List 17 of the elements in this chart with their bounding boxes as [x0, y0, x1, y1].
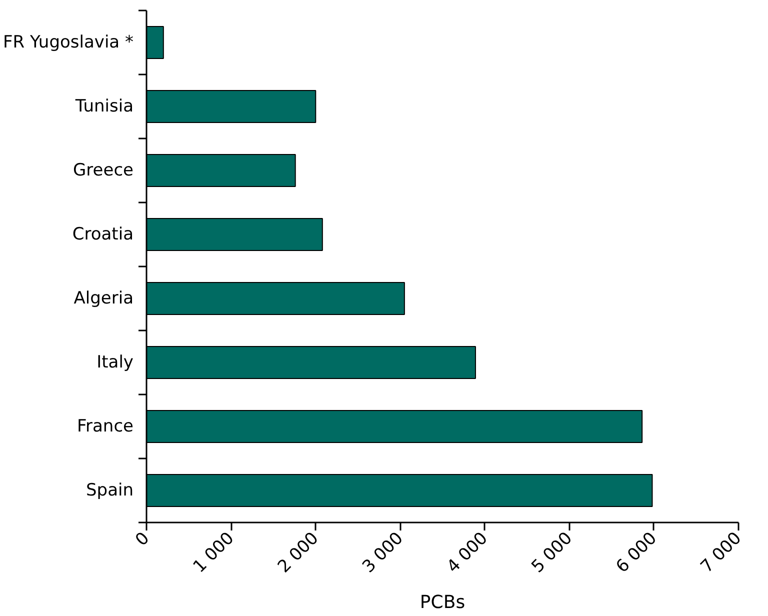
y-tick-label: Algeria [74, 288, 134, 308]
x-tick-label: 1 000 [190, 528, 238, 577]
x-tick-label: 2 000 [274, 528, 323, 577]
y-tick-label: Croatia [72, 224, 134, 244]
x-tick-label: 0 [132, 528, 154, 550]
x-tick-label: 7 000 [697, 528, 746, 577]
y-tick-label: Italy [96, 352, 134, 372]
y-tick-label: Spain [86, 480, 134, 500]
x-axis-title: PCBs [420, 592, 466, 614]
x-tick-label: 5 000 [528, 528, 576, 577]
x-tick-label: 4 000 [443, 528, 492, 577]
x-tick-label: 6 000 [612, 528, 662, 577]
y-tick-label: Greece [72, 160, 134, 180]
x-tick-label: 3 000 [358, 528, 408, 577]
y-tick-label: Tunisia [74, 96, 134, 116]
y-tick-label: France [76, 416, 134, 436]
y-tick-label: FR Yugoslavia * [3, 32, 134, 52]
